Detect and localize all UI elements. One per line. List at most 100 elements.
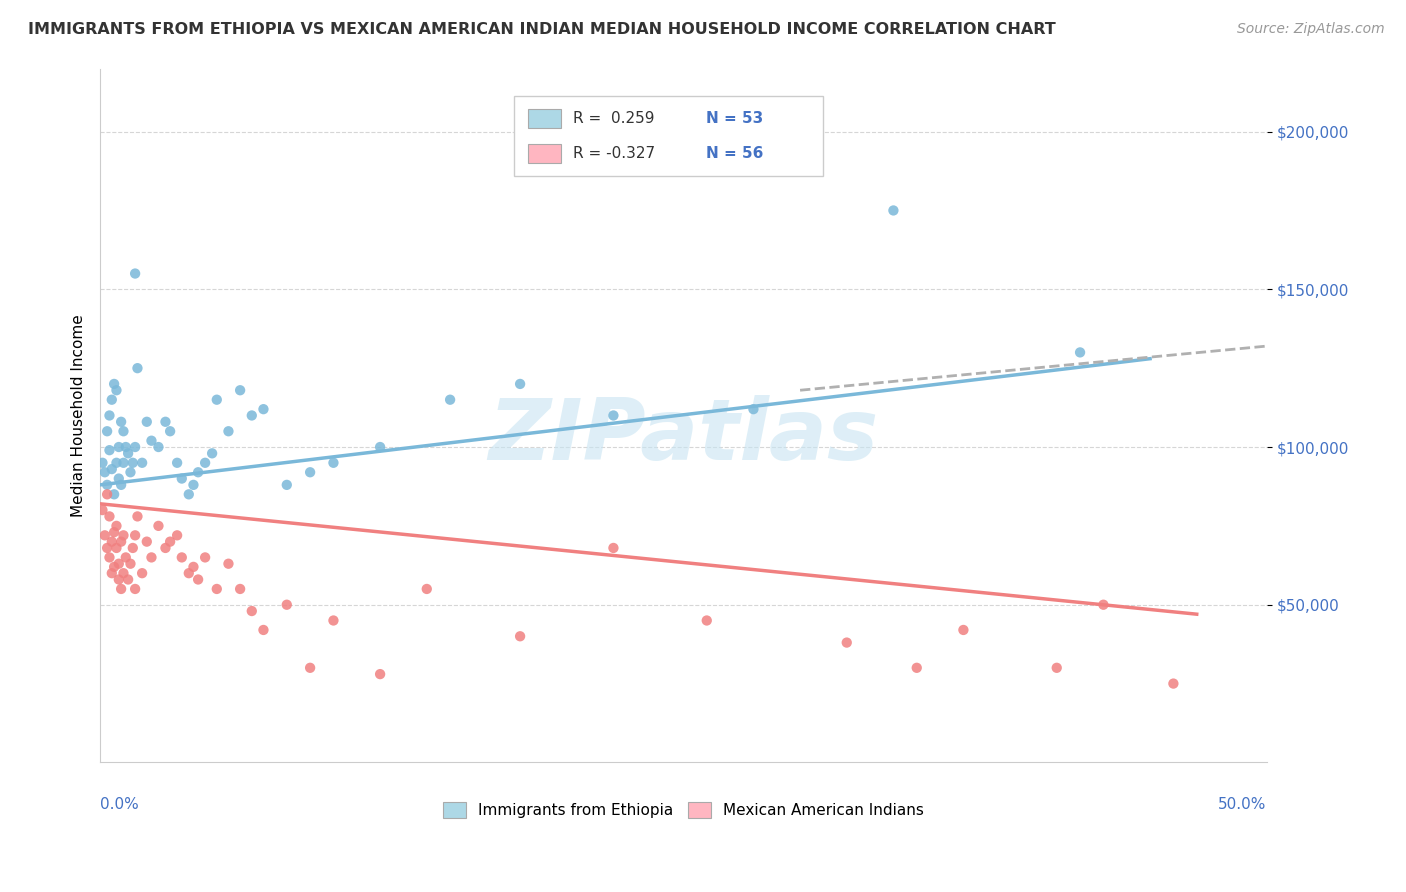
Point [276, 478, 298, 492]
Point [166, 528, 188, 542]
Point [201, 446, 224, 460]
Text: Source: ZipAtlas.com: Source: ZipAtlas.com [1237, 22, 1385, 37]
Point [240, 409, 263, 423]
Point [110, 582, 132, 596]
Bar [529, 144, 561, 163]
Point [170, 472, 193, 486]
Point [127, 509, 149, 524]
Point [103, 376, 125, 391]
Point [101, 534, 124, 549]
Point [602, 541, 624, 555]
Point [98, 409, 121, 423]
Point [276, 598, 298, 612]
Point [110, 534, 132, 549]
FancyBboxPatch shape [515, 96, 824, 176]
Point [107, 557, 129, 571]
Point [127, 361, 149, 376]
Point [229, 383, 252, 397]
Point [905, 661, 928, 675]
Point [368, 440, 391, 454]
Point [416, 582, 439, 596]
Point [91, 456, 114, 470]
Point [131, 566, 153, 581]
Point [124, 582, 146, 596]
Point [94, 465, 117, 479]
Point [120, 557, 142, 571]
Point [121, 541, 143, 555]
Point [91, 503, 114, 517]
Point [135, 415, 157, 429]
Point [252, 623, 274, 637]
Point [112, 424, 135, 438]
Point [98, 443, 121, 458]
Point [98, 550, 121, 565]
Point [1069, 345, 1091, 359]
Point [112, 566, 135, 581]
Point [141, 550, 163, 565]
Point [110, 478, 132, 492]
Bar [529, 109, 561, 128]
Point [166, 456, 188, 470]
Point [124, 267, 146, 281]
Text: 0.0%: 0.0% [100, 797, 139, 812]
Point [742, 402, 765, 417]
Text: ZIPatlas: ZIPatlas [488, 395, 879, 478]
Point [299, 661, 322, 675]
Point [120, 465, 142, 479]
Point [187, 465, 209, 479]
Point [121, 456, 143, 470]
Point [110, 415, 132, 429]
Point [177, 566, 200, 581]
Text: R =  0.259: R = 0.259 [572, 112, 654, 126]
Point [105, 383, 128, 397]
Point [240, 604, 263, 618]
Point [101, 566, 124, 581]
Point [141, 434, 163, 448]
Point [952, 623, 974, 637]
Text: N = 56: N = 56 [706, 146, 763, 161]
Point [368, 667, 391, 681]
Point [217, 424, 239, 438]
Point [509, 629, 531, 643]
Point [602, 409, 624, 423]
Point [299, 465, 322, 479]
Point [105, 541, 128, 555]
Point [117, 573, 139, 587]
Point [159, 534, 181, 549]
Point [107, 573, 129, 587]
Point [194, 456, 217, 470]
Point [509, 376, 531, 391]
Point [98, 509, 121, 524]
Point [107, 440, 129, 454]
Text: 50.0%: 50.0% [1219, 797, 1267, 812]
Point [183, 560, 205, 574]
Point [112, 456, 135, 470]
Point [96, 478, 118, 492]
Point [96, 487, 118, 501]
Point [183, 478, 205, 492]
Point [103, 487, 125, 501]
Point [112, 528, 135, 542]
Point [105, 519, 128, 533]
Legend: Immigrants from Ethiopia, Mexican American Indians: Immigrants from Ethiopia, Mexican Americ… [436, 796, 931, 824]
Point [882, 203, 904, 218]
Point [177, 487, 200, 501]
Point [187, 573, 209, 587]
Point [96, 541, 118, 555]
Text: R = -0.327: R = -0.327 [572, 146, 655, 161]
Point [835, 635, 858, 649]
Point [155, 415, 177, 429]
Text: IMMIGRANTS FROM ETHIOPIA VS MEXICAN AMERICAN INDIAN MEDIAN HOUSEHOLD INCOME CORR: IMMIGRANTS FROM ETHIOPIA VS MEXICAN AMER… [28, 22, 1056, 37]
Point [105, 456, 128, 470]
Point [101, 392, 124, 407]
Point [170, 550, 193, 565]
Point [155, 541, 177, 555]
Point [205, 582, 228, 596]
Point [101, 462, 124, 476]
Point [217, 557, 239, 571]
Point [1092, 598, 1115, 612]
Point [148, 519, 170, 533]
Point [94, 528, 117, 542]
Point [103, 560, 125, 574]
Point [114, 550, 136, 565]
